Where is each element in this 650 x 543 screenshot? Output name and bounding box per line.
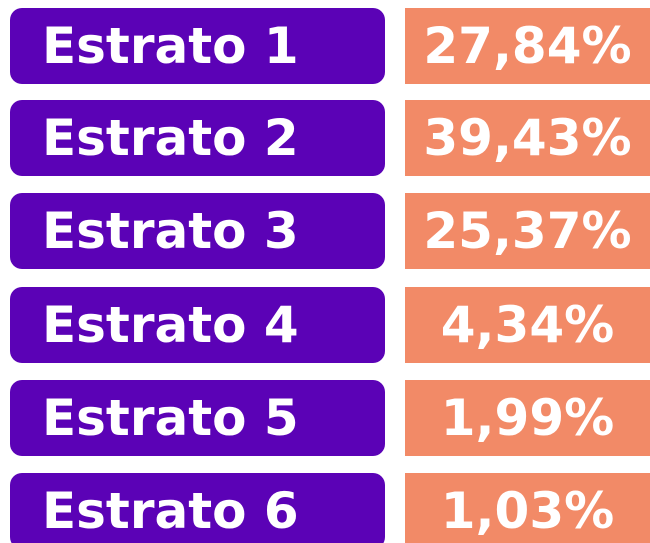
estrato-value: 4,34% — [405, 287, 650, 363]
estrato-label: Estrato 2 — [10, 100, 385, 176]
estrato-label: Estrato 5 — [10, 380, 385, 456]
estrato-value: 27,84% — [405, 8, 650, 84]
estrato-label: Estrato 3 — [10, 193, 385, 269]
estrato-label: Estrato 6 — [10, 473, 385, 543]
estrato-value: 25,37% — [405, 193, 650, 269]
estrato-value: 1,03% — [405, 473, 650, 543]
estrato-value: 39,43% — [405, 100, 650, 176]
estrato-value: 1,99% — [405, 380, 650, 456]
estrato-label: Estrato 1 — [10, 8, 385, 84]
estrato-label: Estrato 4 — [10, 287, 385, 363]
